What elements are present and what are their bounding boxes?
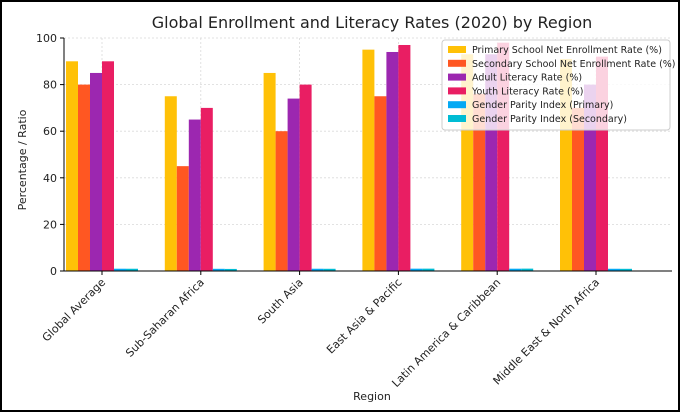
- legend-swatch: [448, 115, 466, 122]
- bar: [509, 268, 522, 271]
- legend-swatch: [448, 59, 466, 67]
- bar: [78, 84, 90, 271]
- bar: [200, 107, 213, 272]
- bar: [212, 268, 225, 271]
- x-axis-label: Region: [353, 390, 391, 403]
- bar: [473, 93, 486, 271]
- y-tick-label: 20: [43, 218, 57, 231]
- bar: [398, 44, 411, 271]
- bar: [620, 268, 632, 271]
- bar: [311, 268, 324, 271]
- axes: [63, 38, 672, 272]
- y-tick-label: 0: [50, 265, 57, 278]
- legend-label: Gender Parity Index (Secondary): [472, 114, 627, 125]
- bar: [410, 268, 423, 271]
- bar: [90, 72, 102, 271]
- x-tick-label: Latin America & Caribbean: [389, 276, 503, 390]
- bar-chart: Global Enrollment and Literacy Rates (20…: [16, 13, 676, 403]
- x-tick-label: Global Average: [40, 276, 109, 345]
- bar: [164, 96, 177, 271]
- legend-label: Primary School Net Enrollment Rate (%): [472, 45, 662, 56]
- bar: [584, 84, 596, 271]
- y-tick-label: 80: [43, 79, 57, 92]
- bar: [323, 268, 336, 271]
- legend-label: Secondary School Net Enrollment Rate (%): [472, 59, 676, 70]
- bar: [263, 72, 276, 271]
- bar: [275, 131, 288, 271]
- bar: [299, 84, 312, 271]
- legend-label: Youth Literacy Rate (%): [471, 86, 583, 97]
- bar: [188, 119, 201, 271]
- legend-swatch: [448, 46, 466, 53]
- x-tick-label: East Asia & Pacific: [324, 276, 404, 356]
- x-axis-ticks: Global Average Sub-Saharan Africa South As…: [40, 271, 602, 390]
- legend-swatch: [448, 73, 466, 81]
- bar: [572, 107, 584, 272]
- bar: [374, 96, 387, 271]
- legend-label: Gender Parity Index (Primary): [472, 100, 613, 111]
- bar: [362, 49, 375, 272]
- bar: [422, 268, 435, 271]
- y-tick-label: 40: [43, 172, 57, 185]
- bar: [102, 61, 114, 271]
- legend-label: Adult Literacy Rate (%): [472, 73, 582, 84]
- bar: [521, 268, 534, 271]
- legend-swatch: [448, 101, 466, 109]
- bar: [608, 268, 620, 271]
- x-tick-label: South Asia: [255, 276, 306, 327]
- bar: [66, 61, 78, 271]
- y-axis-ticks: 0 20 40 60 80 100: [36, 32, 64, 278]
- bar: [126, 268, 138, 271]
- y-tick-label: 100: [36, 32, 57, 45]
- bar: [114, 268, 126, 271]
- legend: Primary School Net Enrollment Rate (%) Se…: [441, 39, 676, 131]
- bar: [386, 51, 399, 272]
- bar: [176, 166, 189, 271]
- x-tick-label: Sub-Saharan Africa: [123, 276, 207, 360]
- y-axis-label: Percentage / Ratio: [16, 109, 29, 210]
- chart-title: Global Enrollment and Literacy Rates (20…: [152, 13, 593, 32]
- legend-swatch: [448, 87, 466, 95]
- bar: [224, 268, 237, 271]
- y-tick-label: 60: [43, 125, 57, 138]
- legend-box: [441, 39, 671, 131]
- bar: [287, 98, 300, 271]
- x-tick-label: Middle East & North Africa: [491, 276, 603, 388]
